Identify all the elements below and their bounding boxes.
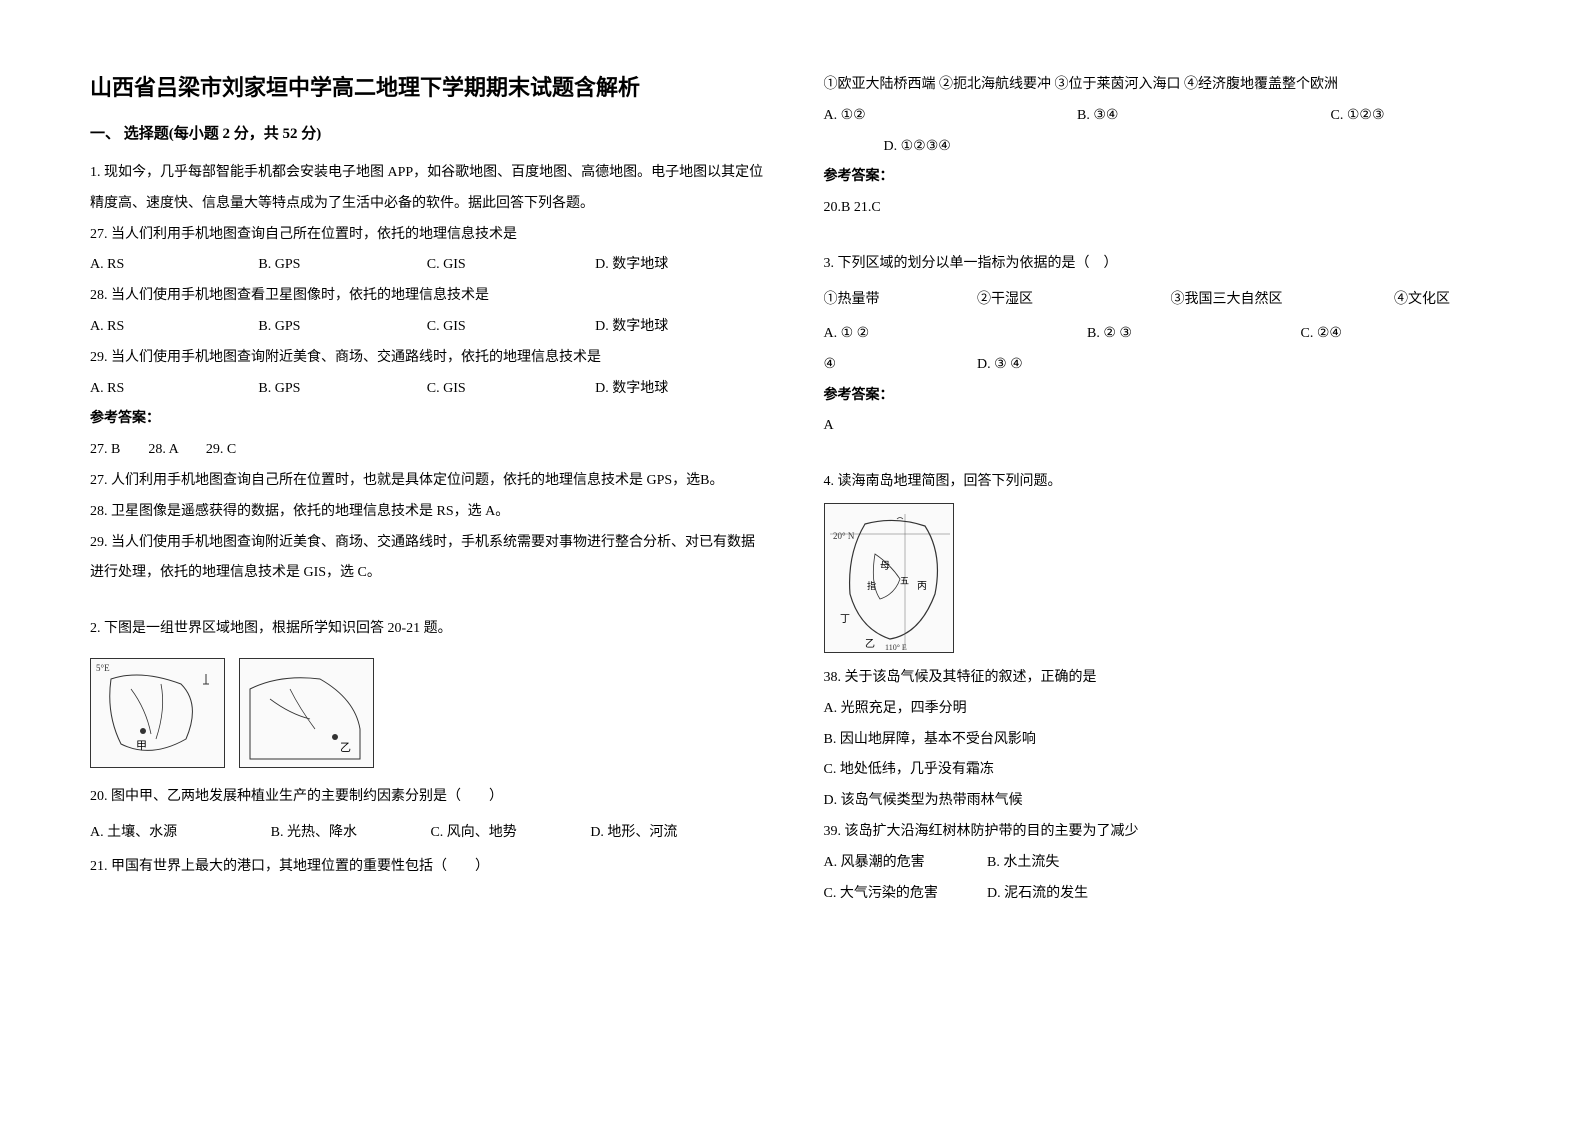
lat-label: 20° N bbox=[833, 531, 855, 541]
question-1: 1. 现如今，几乎每部智能手机都会安装电子地图 APP，如谷歌地图、百度地图、高… bbox=[90, 158, 764, 589]
q2-list21: ①欧亚大陆桥西端 ②扼北海航线要冲 ③位于莱茵河入海口 ④经济腹地覆盖整个欧洲 bbox=[824, 70, 1498, 101]
right-column: ①欧亚大陆桥西端 ②扼北海航线要冲 ③位于莱茵河入海口 ④经济腹地覆盖整个欧洲 … bbox=[824, 70, 1498, 1052]
answer-label: 参考答案： bbox=[824, 381, 1498, 412]
opt-a: A. RS bbox=[90, 250, 258, 281]
opt-a: A. RS bbox=[90, 374, 258, 405]
map-figure-left: 5°E 甲 bbox=[90, 658, 225, 768]
q1-intro: 1. 现如今，几乎每部智能手机都会安装电子地图 APP，如谷歌地图、百度地图、高… bbox=[90, 158, 764, 220]
opt-c: C. 风向、地势 bbox=[430, 813, 516, 852]
q3-intro: 3. 下列区域的划分以单一指标为依据的是（ ） bbox=[824, 249, 1498, 280]
left-column: 山西省吕梁市刘家垣中学高二地理下学期期末试题含解析 一、 选择题(每小题 2 分… bbox=[90, 70, 764, 1052]
opt-d: D. 地形、河流 bbox=[590, 813, 677, 852]
question-2-cont: ①欧亚大陆桥西端 ②扼北海航线要冲 ③位于莱茵河入海口 ④经济腹地覆盖整个欧洲 … bbox=[824, 70, 1498, 224]
opt-c: C. ①②③ bbox=[1331, 101, 1385, 132]
opt-d: D. ①②③④ bbox=[884, 139, 951, 154]
opt-d: D. 该岛气候类型为热带雨林气候 bbox=[824, 786, 1498, 817]
svg-text:五: 五 bbox=[900, 576, 909, 586]
answer-label: 参考答案： bbox=[90, 404, 764, 435]
opt-a: A. 土壤、水源 bbox=[90, 813, 177, 852]
q4-intro: 4. 读海南岛地理简图，回答下列问题。 bbox=[824, 467, 1498, 498]
q1-exp29: 29. 当人们使用手机地图查询附近美食、商场、交通路线时，手机系统需要对事物进行… bbox=[90, 528, 764, 590]
opt-b: B. GPS bbox=[258, 250, 426, 281]
lon-label: 110° E bbox=[885, 643, 907, 652]
section-heading: 一、 选择题(每小题 2 分，共 52 分) bbox=[90, 122, 764, 143]
opt-d: D. 泥石流的发生 bbox=[987, 879, 1088, 910]
opt-d: D. 数字地球 bbox=[595, 250, 763, 281]
q1-sub29: 29. 当人们使用手机地图查询附近美食、商场、交通路线时，依托的地理信息技术是 bbox=[90, 343, 764, 374]
q2-answer: 20.B 21.C bbox=[824, 193, 1498, 224]
q2-sub20: 20. 图中甲、乙两地发展种植业生产的主要制约因素分别是（ ） bbox=[90, 782, 764, 813]
label-bing: 丙 bbox=[917, 581, 927, 592]
opt-c: C. GIS bbox=[427, 312, 595, 343]
q1-exp27: 27. 人们利用手机地图查询自己所在位置时，也就是具体定位问题，依托的地理信息技… bbox=[90, 466, 764, 497]
map-figure-right: 乙 bbox=[239, 658, 374, 768]
map-left-label: 甲 bbox=[136, 740, 147, 752]
q3-answer: A bbox=[824, 411, 1498, 442]
opt-a: A. 光照充足，四季分明 bbox=[824, 694, 1498, 725]
map-right-svg: 乙 bbox=[240, 659, 375, 769]
map-left-svg: 5°E 甲 bbox=[91, 659, 226, 769]
label-yi: 乙 bbox=[865, 638, 875, 650]
opt-c: C. 地处低纬，几乎没有霜冻 bbox=[824, 755, 1498, 786]
svg-text:指: 指 bbox=[867, 580, 876, 591]
opt-a: A. RS bbox=[90, 312, 258, 343]
opt-b: B. ② ③ bbox=[1087, 319, 1297, 350]
opt-d: D. 数字地球 bbox=[595, 374, 763, 405]
q1-sub27: 27. 当人们利用手机地图查询自己所在位置时，依托的地理信息技术是 bbox=[90, 220, 764, 251]
question-4: 4. 读海南岛地理简图，回答下列问题。 20° N 母 丙 五 指 丁 乙 11… bbox=[824, 467, 1498, 909]
opt-c: C. ②④ bbox=[1301, 319, 1342, 350]
opt-d: D. ③ ④ bbox=[977, 350, 1023, 381]
opt-b: B. 光热、降水 bbox=[271, 813, 357, 852]
list-b: ②干湿区 bbox=[977, 280, 1167, 319]
map-hainan: 20° N 母 丙 五 指 丁 乙 110° E bbox=[824, 503, 954, 653]
q3-opts-row1: A. ① ② B. ② ③ C. ②④ bbox=[824, 319, 1498, 350]
question-2: 2. 下图是一组世界区域地图，根据所学知识回答 20-21 题。 5°E 甲 bbox=[90, 614, 764, 883]
list-a: ①热量带 bbox=[824, 280, 974, 319]
opt-c: C. GIS bbox=[427, 250, 595, 281]
q4-sub38: 38. 关于该岛气候及其特征的叙述，正确的是 bbox=[824, 663, 1498, 694]
map-hainan-svg: 20° N 母 丙 五 指 丁 乙 110° E bbox=[825, 504, 955, 654]
opt-c: C. GIS bbox=[427, 374, 595, 405]
q1-opts29: A. RS B. GPS C. GIS D. 数字地球 bbox=[90, 374, 764, 405]
q3-opts-row2: ④ D. ③ ④ bbox=[824, 350, 1498, 381]
opt-b: B. ③④ bbox=[1077, 101, 1327, 132]
opt-b: B. GPS bbox=[258, 312, 426, 343]
question-3: 3. 下列区域的划分以单一指标为依据的是（ ） ①热量带 ②干湿区 ③我国三大自… bbox=[824, 249, 1498, 442]
opt-a: A. ①② bbox=[824, 101, 1074, 132]
opt-b: B. 因山地屏障，基本不受台风影响 bbox=[824, 725, 1498, 756]
q2-figures: 5°E 甲 乙 bbox=[90, 653, 764, 774]
opt-d: D. 数字地球 bbox=[595, 312, 763, 343]
q2-opts21-d: D. ①②③④ bbox=[824, 132, 1498, 163]
q3-list: ①热量带 ②干湿区 ③我国三大自然区 ④文化区 bbox=[824, 280, 1498, 319]
opt-a: A. 风暴潮的危害 bbox=[824, 848, 984, 879]
answer-label: 参考答案： bbox=[824, 162, 1498, 193]
svg-text:5°E: 5°E bbox=[96, 663, 110, 673]
list-c: ③我国三大自然区 bbox=[1171, 280, 1391, 319]
q1-answer: 27. B 28. A 29. C bbox=[90, 435, 764, 466]
q4-sub39: 39. 该岛扩大沿海红树林防护带的目的主要为了减少 bbox=[824, 817, 1498, 848]
opt-b: B. GPS bbox=[258, 374, 426, 405]
document-title: 山西省吕梁市刘家垣中学高二地理下学期期末试题含解析 bbox=[90, 70, 764, 102]
q1-exp28: 28. 卫星图像是遥感获得的数据，依托的地理信息技术是 RS，选 A。 bbox=[90, 497, 764, 528]
q1-opts27: A. RS B. GPS C. GIS D. 数字地球 bbox=[90, 250, 764, 281]
q1-sub28: 28. 当人们使用手机地图查看卫星图像时，依托的地理信息技术是 bbox=[90, 281, 764, 312]
label-mu: 母 bbox=[880, 560, 890, 572]
q2-opts21: A. ①② B. ③④ C. ①②③ bbox=[824, 101, 1498, 132]
opt-b: B. 水土流失 bbox=[987, 848, 1059, 879]
q1-opts28: A. RS B. GPS C. GIS D. 数字地球 bbox=[90, 312, 764, 343]
q2-sub21: 21. 甲国有世界上最大的港口，其地理位置的重要性包括（ ） bbox=[90, 852, 764, 883]
q4-opts39-row1: A. 风暴潮的危害 B. 水土流失 bbox=[824, 848, 1498, 879]
map-right-label: 乙 bbox=[340, 741, 351, 754]
list-d: ④文化区 bbox=[1394, 280, 1450, 319]
q2-intro: 2. 下图是一组世界区域地图，根据所学知识回答 20-21 题。 bbox=[90, 614, 764, 645]
opt-a: A. ① ② bbox=[824, 319, 1084, 350]
label-ding: 丁 bbox=[840, 614, 850, 625]
q4-opts39-row2: C. 大气污染的危害 D. 泥石流的发生 bbox=[824, 879, 1498, 910]
opt-c: C. 大气污染的危害 bbox=[824, 879, 984, 910]
q2-opts20: A. 土壤、水源 B. 光热、降水 C. 风向、地势 D. 地形、河流 bbox=[90, 813, 764, 852]
